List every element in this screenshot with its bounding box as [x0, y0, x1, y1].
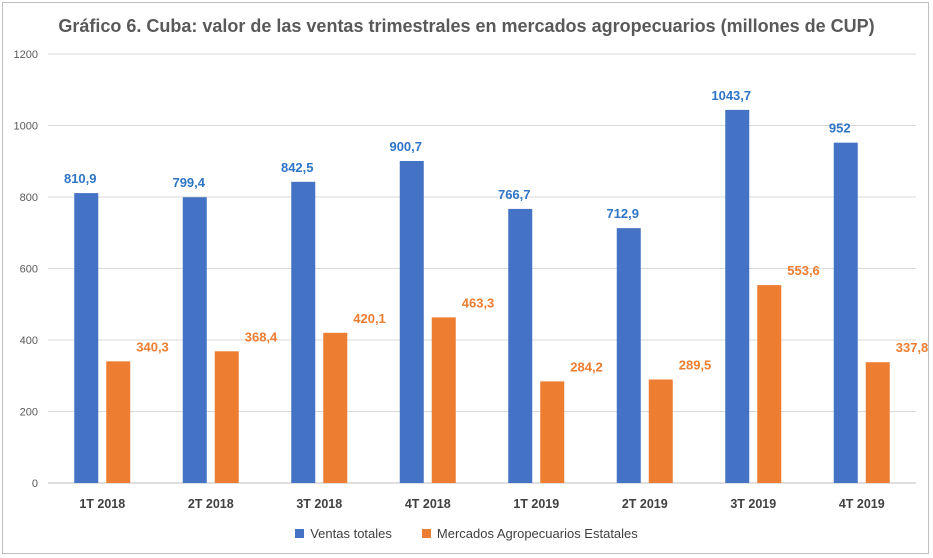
y-tick-label: 200: [20, 407, 38, 419]
bar-mercados-estatales: [214, 351, 239, 483]
bar-mercados-estatales: [106, 361, 131, 483]
x-tick-label: 3T 2019: [730, 497, 776, 511]
data-label-ventas-totales: 799,4: [172, 175, 205, 190]
data-label-ventas-totales: 842,5: [281, 160, 314, 175]
legend-item-ventas-totales: Ventas totales: [295, 526, 392, 541]
x-tick-label: 4T 2018: [405, 497, 451, 511]
data-label-ventas-totales: 810,9: [64, 171, 97, 186]
bar-ventas-totales: [74, 193, 99, 483]
bar-ventas-totales: [399, 160, 424, 483]
bar-ventas-totales: [833, 142, 858, 483]
data-label-ventas-totales: 900,7: [389, 139, 422, 154]
bar-mercados-estatales: [648, 379, 673, 483]
data-label-mercados-estatales: 337,8: [896, 340, 929, 355]
y-tick-label: 600: [20, 264, 38, 276]
data-label-ventas-totales: 766,7: [498, 187, 531, 202]
data-label-ventas-totales: 1043,7: [711, 88, 751, 103]
bar-ventas-totales: [182, 197, 207, 484]
bar-mercados-estatales: [865, 362, 890, 483]
x-tick-label: 3T 2018: [296, 497, 342, 511]
data-label-ventas-totales: 712,9: [606, 206, 639, 221]
data-label-mercados-estatales: 284,2: [570, 359, 603, 374]
x-tick-label: 4T 2019: [839, 497, 885, 511]
bar-ventas-totales: [725, 109, 750, 483]
y-tick-label: 0: [32, 478, 38, 490]
legend-item-mercados-estatales: Mercados Agropecuarios Estatales: [421, 526, 638, 541]
chart-legend: Ventas totales Mercados Agropecuarios Es…: [0, 526, 933, 541]
bar-mercados-estatales: [431, 317, 456, 483]
data-label-mercados-estatales: 420,1: [353, 311, 386, 326]
bar-mercados-estatales: [757, 285, 782, 483]
bar-ventas-totales: [291, 181, 316, 483]
legend-swatch-ventas-totales: [295, 529, 305, 538]
x-tick-label: 2T 2018: [188, 497, 234, 511]
legend-swatch-mercados-estatales: [421, 529, 431, 538]
legend-label-ventas-totales: Ventas totales: [310, 526, 392, 541]
y-tick-label: 1000: [14, 121, 38, 133]
data-label-mercados-estatales: 463,3: [462, 295, 495, 310]
y-tick-label: 400: [20, 335, 38, 347]
x-tick-label: 2T 2019: [622, 497, 668, 511]
y-tick-label: 1200: [14, 49, 38, 61]
data-label-ventas-totales: 952: [829, 121, 851, 136]
x-tick-label: 1T 2019: [513, 497, 559, 511]
bar-mercados-estatales: [540, 381, 565, 483]
legend-label-mercados-estatales: Mercados Agropecuarios Estatales: [436, 526, 638, 541]
bar-ventas-totales: [508, 208, 533, 483]
data-label-mercados-estatales: 340,3: [136, 339, 169, 354]
data-label-mercados-estatales: 368,4: [245, 329, 278, 344]
data-label-mercados-estatales: 553,6: [787, 263, 820, 278]
y-tick-label: 800: [20, 192, 38, 204]
data-label-mercados-estatales: 289,5: [679, 358, 712, 373]
bar-mercados-estatales: [323, 332, 348, 483]
chart-title: Gráfico 6. Cuba: valor de las ventas tri…: [58, 16, 875, 36]
bar-ventas-totales: [616, 228, 641, 483]
x-tick-label: 1T 2018: [79, 497, 125, 511]
